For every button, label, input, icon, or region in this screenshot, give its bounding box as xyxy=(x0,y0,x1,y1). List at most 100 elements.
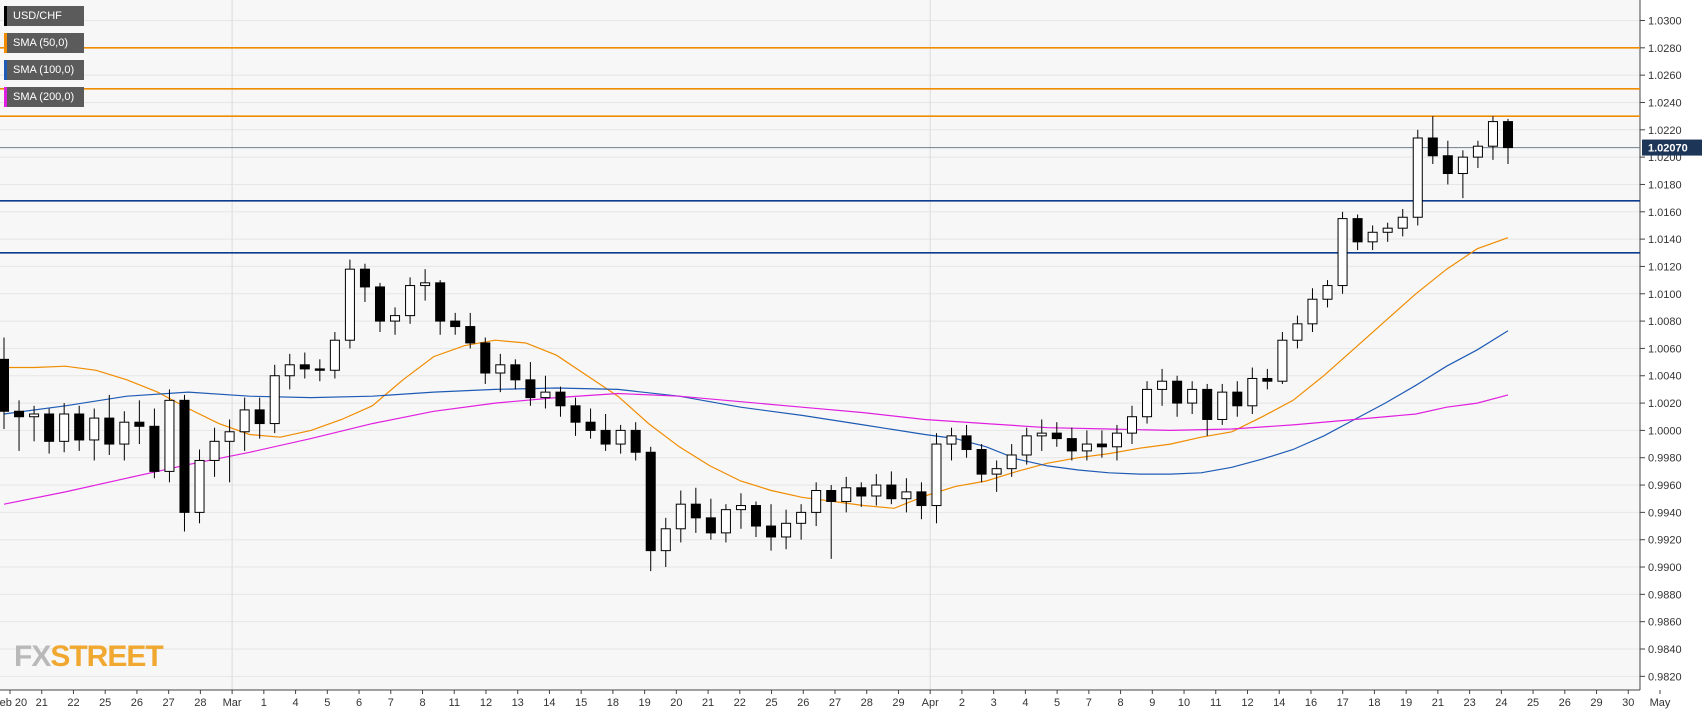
candle-body xyxy=(871,484,882,497)
candle-body xyxy=(976,449,987,475)
x-tick-label: 24 xyxy=(1495,697,1507,709)
candle-body xyxy=(901,491,912,500)
x-tick-label: 27 xyxy=(829,697,841,709)
candle-body xyxy=(29,413,40,418)
x-tick-label: 28 xyxy=(194,697,206,709)
candle-body xyxy=(224,431,235,442)
y-tick-label: 1.0300 xyxy=(1648,15,1682,27)
candle-body xyxy=(630,429,641,453)
candle-body xyxy=(1412,137,1423,218)
candle-body xyxy=(1352,218,1363,243)
x-tick-label: 15 xyxy=(575,697,587,709)
y-tick-label: 1.0260 xyxy=(1648,70,1682,82)
x-tick-label: 21 xyxy=(36,697,48,709)
candle-body xyxy=(1232,391,1243,407)
legend-item-sma-200[interactable]: SMA (200,0) xyxy=(4,87,85,107)
x-tick-label: 26 xyxy=(131,697,143,709)
x-tick-label: 11 xyxy=(449,697,460,709)
candle-body xyxy=(239,409,250,433)
y-tick-label: 0.9860 xyxy=(1648,617,1682,629)
candle-body xyxy=(555,391,566,407)
candle-body xyxy=(359,268,370,288)
y-tick-label: 0.9820 xyxy=(1648,671,1682,683)
y-tick-label: 1.0140 xyxy=(1648,234,1682,246)
candle-body xyxy=(856,487,867,497)
x-tick-label: 6 xyxy=(356,697,362,709)
y-tick-label: 0.9960 xyxy=(1648,480,1682,492)
x-tick-label: 2 xyxy=(959,697,965,709)
y-tick-label: 1.0000 xyxy=(1648,425,1682,437)
x-tick-label: 21 xyxy=(1432,697,1444,709)
candle-body xyxy=(314,368,325,371)
x-tick-label: 14 xyxy=(1273,697,1285,709)
candle-body xyxy=(1397,216,1408,229)
legend-item-usdchf[interactable]: USD/CHF xyxy=(4,6,85,26)
y-tick-label: 0.9840 xyxy=(1648,644,1682,656)
candle-body xyxy=(1427,137,1438,157)
x-tick-label: 12 xyxy=(1241,697,1253,709)
x-tick-label: 8 xyxy=(419,697,425,709)
candle-body xyxy=(1247,377,1258,407)
candle-body xyxy=(690,503,701,519)
candle-body xyxy=(1157,380,1168,390)
candle-body xyxy=(269,375,280,425)
candle-body xyxy=(1442,155,1453,175)
candle-body xyxy=(209,440,220,461)
candle-body xyxy=(735,505,746,511)
x-tick-label: 25 xyxy=(765,697,777,709)
current-price-label: 1.02070 xyxy=(1648,143,1688,155)
candle-body xyxy=(660,528,671,552)
x-tick-label: 9 xyxy=(1149,697,1155,709)
x-tick-label: 25 xyxy=(1527,697,1539,709)
candle-body xyxy=(405,285,416,317)
y-tick-label: 1.0100 xyxy=(1648,289,1682,301)
candle-body xyxy=(1277,339,1288,382)
y-tick-label: 0.9940 xyxy=(1648,507,1682,519)
x-tick-label: 22 xyxy=(734,697,746,709)
current-price-tag xyxy=(1642,139,1702,156)
chart-legend: USD/CHF SMA (50,0) SMA (100,0) SMA (200,… xyxy=(4,6,85,114)
sma-line xyxy=(4,237,1509,509)
x-tick-label: 1 xyxy=(261,697,267,709)
candle-body xyxy=(134,421,145,427)
x-tick-label: 18 xyxy=(1368,697,1380,709)
y-tick-label: 1.0280 xyxy=(1648,43,1682,55)
candle-body xyxy=(480,342,491,374)
x-tick-label: 14 xyxy=(543,697,555,709)
candle-body xyxy=(1292,323,1303,341)
x-tick-label: 4 xyxy=(1022,697,1028,709)
candle-body xyxy=(1021,435,1032,456)
candle-body xyxy=(194,459,205,513)
candle-body xyxy=(254,409,265,425)
candle-body xyxy=(119,421,130,445)
y-tick-label: 1.0080 xyxy=(1648,316,1682,328)
x-tick-label: 3 xyxy=(991,697,997,709)
x-tick-label: 5 xyxy=(1054,697,1060,709)
candle-body xyxy=(1367,231,1378,243)
x-tick-label: 29 xyxy=(1590,697,1602,709)
candle-body xyxy=(44,413,55,442)
candle-body xyxy=(1172,380,1183,404)
x-tick-label: 23 xyxy=(1463,697,1475,709)
candle-body xyxy=(89,417,100,441)
candle-body xyxy=(1457,156,1468,175)
candle-body xyxy=(1337,218,1348,287)
legend-item-sma-100[interactable]: SMA (100,0) xyxy=(4,60,85,80)
candle-body xyxy=(74,413,85,441)
candle-body xyxy=(1006,454,1017,470)
candle-body xyxy=(781,522,792,538)
y-tick-label: 1.0180 xyxy=(1648,179,1682,191)
candle-body xyxy=(344,268,355,341)
fxstreet-logo: FXSTREET xyxy=(14,640,164,673)
x-tick-label: 8 xyxy=(1118,697,1124,709)
legend-item-sma-50[interactable]: SMA (50,0) xyxy=(4,33,85,53)
candle-body xyxy=(1472,145,1483,158)
x-tick-label: 19 xyxy=(638,697,650,709)
candle-body xyxy=(766,525,777,538)
candle-body xyxy=(826,490,837,502)
y-tick-label: 1.0120 xyxy=(1648,261,1682,273)
candle-body xyxy=(435,282,446,322)
sma-line xyxy=(3,330,1509,475)
